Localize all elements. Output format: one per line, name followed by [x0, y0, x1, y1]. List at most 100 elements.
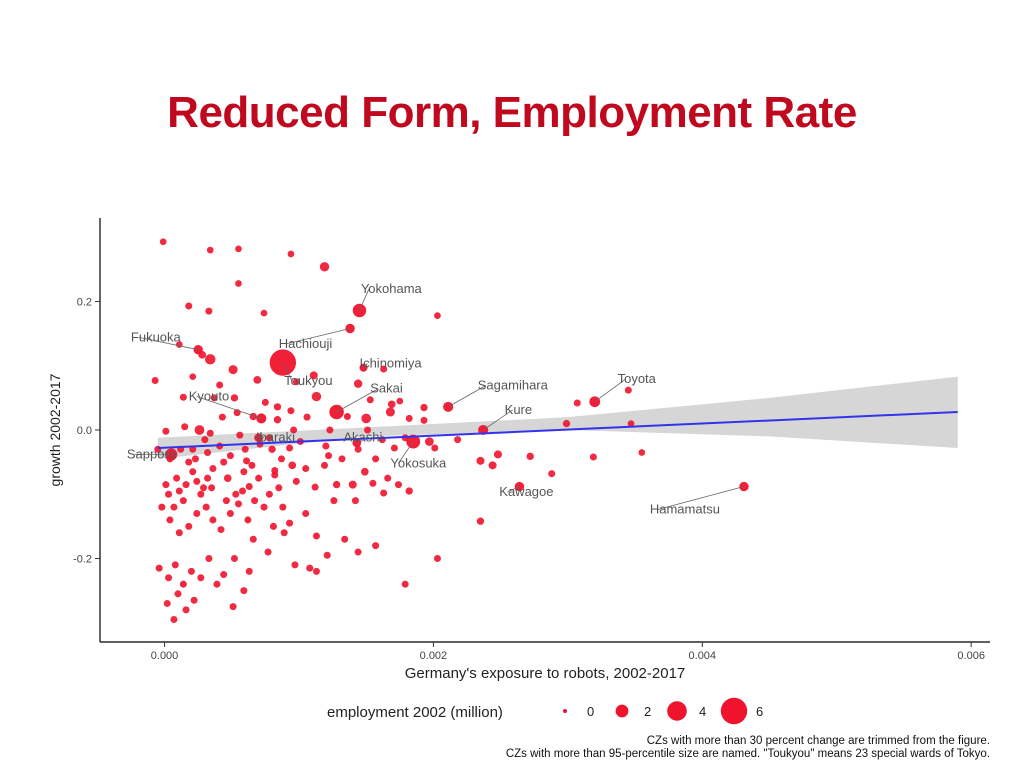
data-point	[166, 516, 174, 524]
data-point	[288, 461, 297, 470]
data-point	[454, 436, 462, 444]
leader-line	[336, 388, 379, 413]
data-point	[230, 394, 239, 402]
data-point	[562, 419, 571, 428]
data-point	[265, 434, 273, 442]
y-tick-label: -0.2	[73, 553, 92, 565]
named-points-layer	[134, 289, 749, 510]
named-point	[254, 433, 264, 443]
data-point	[218, 413, 226, 421]
data-point	[197, 574, 205, 582]
data-point	[292, 477, 300, 485]
data-point	[348, 480, 357, 489]
data-point	[291, 561, 299, 569]
data-point	[244, 516, 252, 524]
data-point	[627, 420, 635, 427]
data-point	[390, 444, 398, 452]
data-point	[326, 426, 334, 434]
data-point	[366, 396, 374, 404]
leader-line	[363, 363, 368, 368]
data-point	[425, 437, 434, 446]
data-point	[280, 529, 288, 537]
data-point	[235, 245, 242, 253]
data-point	[341, 535, 349, 543]
data-point	[526, 452, 534, 461]
data-point	[213, 580, 221, 588]
y-tick-label: 0.2	[77, 297, 92, 309]
data-point	[175, 487, 183, 495]
points-layer	[151, 238, 646, 624]
leader-line	[138, 336, 199, 351]
x-axis-label: Germany's exposure to robots, 2002-2017	[405, 665, 686, 682]
data-point	[589, 453, 597, 461]
data-point	[287, 407, 295, 415]
data-point	[238, 487, 247, 495]
data-point	[165, 574, 173, 582]
axes-layer: 0.000 0.002 0.004 0.006 -0.2 0.0 0.2 Germany's …	[47, 218, 990, 682]
data-point	[236, 431, 244, 439]
data-point	[401, 580, 409, 588]
city-label: Kure	[505, 402, 532, 417]
data-point	[243, 457, 251, 465]
data-point	[286, 444, 294, 452]
confidence-band	[157, 376, 958, 459]
city-label: Yokosuka	[390, 455, 447, 470]
data-point	[433, 554, 441, 562]
data-point	[206, 246, 214, 254]
data-point	[205, 554, 213, 562]
data-point	[387, 400, 396, 409]
data-point	[265, 490, 273, 498]
data-point	[354, 548, 362, 556]
legend-label: 0	[587, 704, 594, 719]
data-point	[277, 455, 286, 463]
data-point	[385, 407, 395, 417]
data-point	[260, 309, 268, 317]
data-point	[179, 580, 187, 588]
data-point	[191, 455, 199, 463]
note-trimmed: CZs with more than 30 percent change are…	[646, 735, 990, 747]
data-point	[171, 561, 179, 569]
city-label: Ibaraki	[256, 430, 295, 445]
data-point	[312, 532, 320, 540]
data-point	[189, 445, 197, 453]
legend-label: 2	[644, 704, 651, 719]
data-point	[175, 529, 183, 537]
city-label: Hachiouji	[279, 336, 333, 351]
data-point	[275, 484, 283, 492]
data-point	[216, 381, 224, 389]
leader-line	[282, 362, 293, 382]
data-point	[380, 489, 388, 497]
data-point	[431, 444, 439, 452]
data-point	[311, 483, 319, 491]
data-point	[226, 452, 234, 460]
data-point	[155, 564, 163, 572]
data-point	[162, 481, 170, 489]
data-point	[179, 497, 187, 505]
data-point	[159, 238, 167, 246]
data-point	[260, 503, 268, 511]
data-point	[205, 307, 213, 315]
data-point	[476, 517, 485, 525]
data-point	[249, 535, 257, 543]
data-point	[158, 503, 166, 511]
data-point	[273, 403, 282, 411]
x-tick-label: 0.000	[151, 650, 179, 662]
data-point	[261, 398, 269, 406]
data-point	[182, 481, 190, 489]
data-point	[185, 458, 193, 466]
data-point	[189, 468, 197, 476]
data-point	[151, 377, 159, 385]
data-point	[165, 490, 173, 498]
data-point	[360, 467, 369, 476]
data-point	[394, 481, 402, 489]
data-point	[185, 302, 193, 310]
data-point	[264, 548, 272, 556]
data-point	[488, 461, 497, 470]
data-point	[209, 516, 217, 524]
named-point	[443, 401, 454, 412]
data-point	[205, 354, 216, 365]
city-label: Ichinomiya	[359, 356, 422, 371]
legend-swatch	[563, 709, 567, 713]
data-point	[269, 522, 277, 530]
data-point	[290, 426, 298, 434]
